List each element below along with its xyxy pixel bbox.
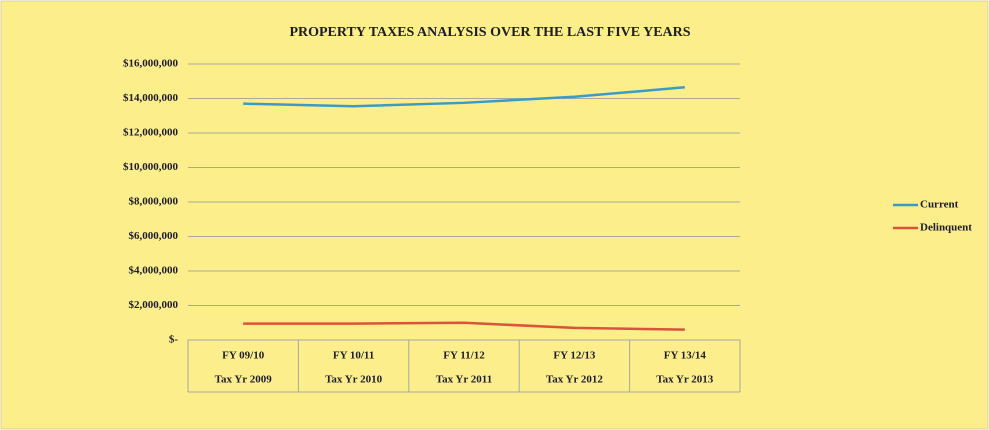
- y-tick-label: $6,000,000: [129, 230, 179, 242]
- series-line: [243, 321, 685, 331]
- x-sub-label: Tax Yr 2010: [325, 374, 383, 386]
- x-tick-label: FY 12/13: [553, 350, 596, 362]
- series-line: [243, 86, 685, 108]
- y-tick-label: $8,000,000: [129, 196, 179, 208]
- y-tick-label: $12,000,000: [123, 127, 179, 139]
- x-sub-label: Tax Yr 2009: [215, 374, 273, 386]
- chart-title: PROPERTY TAXES ANALYSIS OVER THE LAST FI…: [289, 25, 690, 40]
- x-sub-label: Tax Yr 2012: [546, 374, 604, 386]
- x-tick-label: FY 13/14: [664, 350, 707, 362]
- y-tick-label: $-: [169, 334, 179, 346]
- y-tick-label: $2,000,000: [129, 299, 179, 311]
- y-tick-label: $16,000,000: [123, 58, 179, 70]
- x-sub-label: Tax Yr 2011: [436, 374, 492, 386]
- legend-label: Delinquent: [920, 222, 972, 234]
- x-tick-label: FY 09/10: [222, 350, 265, 362]
- x-tick-label: FY 10/11: [333, 350, 374, 362]
- y-tick-label: $10,000,000: [123, 161, 179, 173]
- x-tick-label: FY 11/12: [443, 350, 485, 362]
- y-tick-label: $14,000,000: [123, 92, 179, 104]
- y-tick-label: $4,000,000: [129, 265, 179, 277]
- legend-label: Current: [920, 199, 959, 211]
- x-sub-label: Tax Yr 2013: [656, 374, 714, 386]
